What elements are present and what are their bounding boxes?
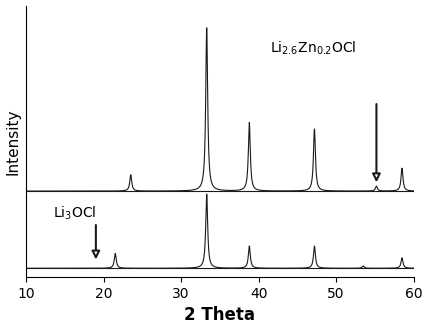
Y-axis label: Intensity: Intensity xyxy=(6,108,21,175)
Text: Li$_{2.6}$Zn$_{0.2}$OCl: Li$_{2.6}$Zn$_{0.2}$OCl xyxy=(270,40,357,57)
X-axis label: 2 Theta: 2 Theta xyxy=(184,307,256,324)
Text: Li$_3$OCl: Li$_3$OCl xyxy=(53,205,97,222)
